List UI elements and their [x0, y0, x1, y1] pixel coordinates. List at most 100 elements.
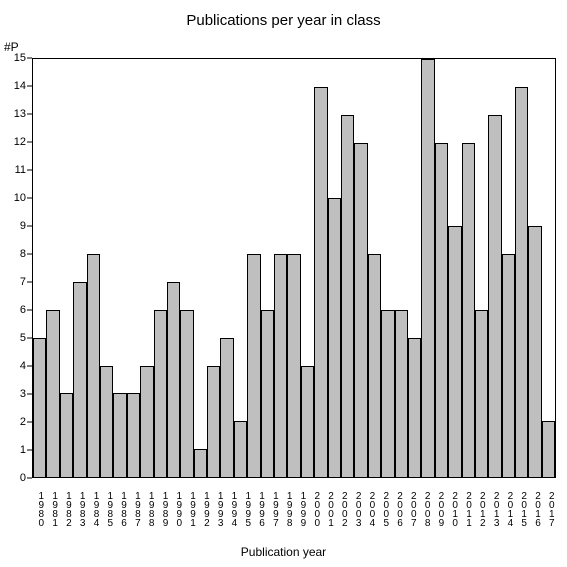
x-tick-label: 1996 [253, 478, 267, 538]
y-tick-label: 0 [20, 472, 26, 484]
x-tick-label: 2011 [460, 478, 474, 538]
y-tick-container: 0123456789101112131415 [0, 58, 32, 478]
bar [154, 310, 167, 477]
bar [542, 421, 555, 477]
y-tick-label: 13 [14, 108, 26, 120]
bar [60, 393, 73, 477]
y-tick-label: 10 [14, 192, 26, 204]
bar [261, 310, 274, 477]
x-tick-label: 1985 [101, 478, 115, 538]
x-tick-label: 2015 [515, 478, 529, 538]
x-tick-label: 1992 [198, 478, 212, 538]
bar [180, 310, 193, 477]
x-tick-label: 1981 [46, 478, 60, 538]
x-tick-label: 2012 [474, 478, 488, 538]
x-tick-label: 2017 [542, 478, 556, 538]
bar [448, 226, 461, 477]
bar [140, 366, 153, 477]
bar [395, 310, 408, 477]
x-tick-label: 1984 [87, 478, 101, 538]
y-tick-label: 1 [20, 444, 26, 456]
bar [515, 87, 528, 477]
y-tick-label: 5 [20, 332, 26, 344]
bar [220, 338, 233, 477]
bar [354, 143, 367, 477]
x-tick-label: 2009 [432, 478, 446, 538]
x-tick-label: 1983 [73, 478, 87, 538]
x-tick-label: 2008 [418, 478, 432, 538]
x-tick-label: 2006 [391, 478, 405, 538]
bar [274, 254, 287, 477]
x-tick-label: 1995 [239, 478, 253, 538]
x-tick-label: 2016 [529, 478, 543, 538]
bar [528, 226, 541, 477]
bar [167, 282, 180, 477]
bar [127, 393, 140, 477]
bars-container [33, 59, 555, 477]
bar [100, 366, 113, 477]
x-tick-label: 2010 [446, 478, 460, 538]
x-tick-label: 1982 [60, 478, 74, 538]
x-tick-label: 1999 [294, 478, 308, 538]
x-tick-label: 1986 [115, 478, 129, 538]
bar [301, 366, 314, 477]
bar [341, 115, 354, 477]
x-axis-label: Publication year [0, 545, 567, 559]
x-tick-label: 2004 [363, 478, 377, 538]
x-tick-label: 1987 [129, 478, 143, 538]
x-tick-label: 2003 [349, 478, 363, 538]
y-tick-label: 4 [20, 360, 26, 372]
bar [368, 254, 381, 477]
x-tick-label: 1993 [211, 478, 225, 538]
x-tick-label: 1988 [142, 478, 156, 538]
x-tick-label: 2001 [322, 478, 336, 538]
y-tick-label: 6 [20, 304, 26, 316]
bar [502, 254, 515, 477]
bar [113, 393, 126, 477]
bar [207, 366, 220, 477]
bar [408, 338, 421, 477]
y-tick-label: 2 [20, 416, 26, 428]
bar [234, 421, 247, 477]
y-tick-label: 8 [20, 248, 26, 260]
x-tick-label: 2014 [501, 478, 515, 538]
y-tick-label: 9 [20, 220, 26, 232]
x-tick-label: 2000 [308, 478, 322, 538]
x-tick-label: 1998 [280, 478, 294, 538]
bar [381, 310, 394, 477]
bar [314, 87, 327, 477]
y-tick-label: 12 [14, 136, 26, 148]
chart-title: Publications per year in class [0, 12, 567, 29]
x-tick-container: 1980198119821983198419851986198719881989… [32, 478, 556, 538]
bar [247, 254, 260, 477]
x-tick-label: 1980 [32, 478, 46, 538]
y-tick-label: 3 [20, 388, 26, 400]
x-tick-label: 2007 [405, 478, 419, 538]
bar [33, 338, 46, 477]
x-tick-label: 1990 [170, 478, 184, 538]
bar [194, 449, 207, 477]
bar [46, 310, 59, 477]
bar [421, 59, 434, 477]
bar [328, 198, 341, 477]
x-tick-label: 2002 [336, 478, 350, 538]
y-tick-label: 7 [20, 276, 26, 288]
bar [475, 310, 488, 477]
x-tick-label: 1989 [156, 478, 170, 538]
x-tick-label: 1994 [225, 478, 239, 538]
bar [73, 282, 86, 477]
bar [87, 254, 100, 477]
x-tick-label: 2005 [377, 478, 391, 538]
y-tick-label: 11 [15, 164, 26, 176]
x-tick-label: 1991 [184, 478, 198, 538]
y-tick-label: 15 [14, 52, 26, 64]
y-tick-label: 14 [14, 80, 26, 92]
x-tick-label: 1997 [267, 478, 281, 538]
bar [287, 254, 300, 477]
bar [435, 143, 448, 477]
x-tick-label: 2013 [487, 478, 501, 538]
plot-area [32, 58, 556, 478]
bar [488, 115, 501, 477]
chart-container: Publications per year in class #P 012345… [0, 0, 567, 567]
bar [462, 143, 475, 477]
